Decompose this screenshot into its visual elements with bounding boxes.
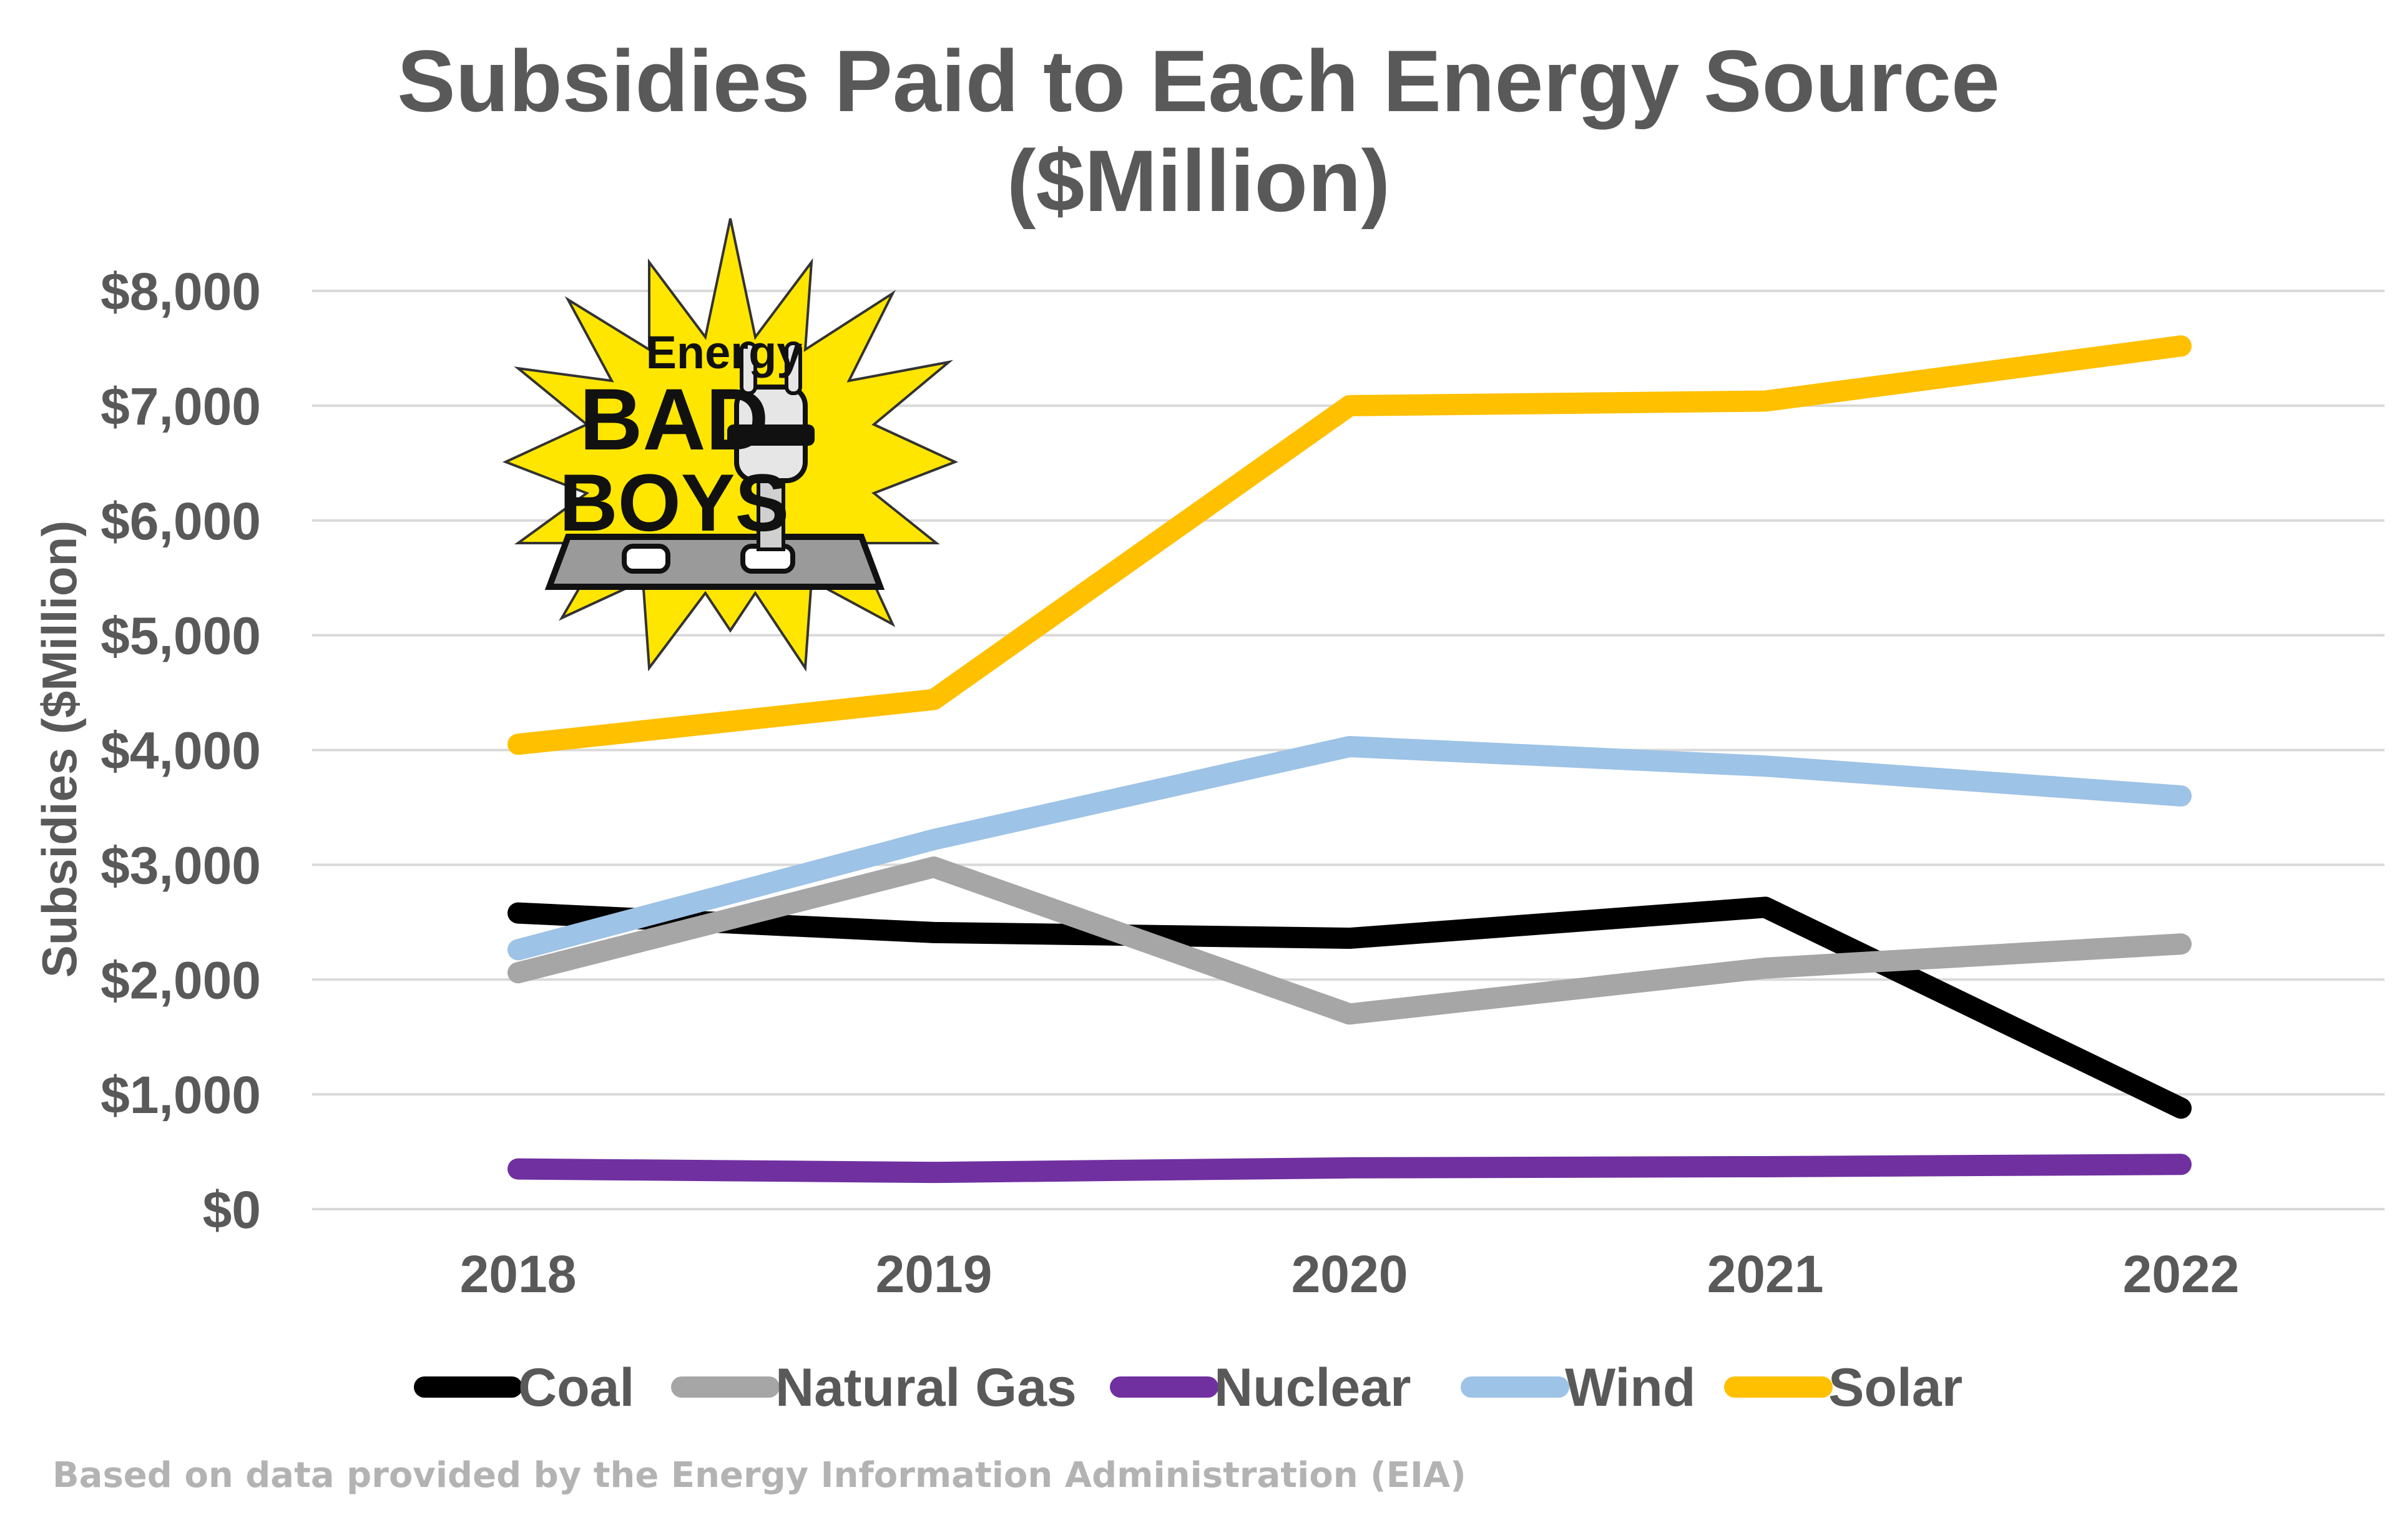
y-tick-label: $8,000 [100,262,261,321]
y-tick-label: $3,000 [100,836,261,895]
sunglasses-icon [727,424,815,446]
legend-label-coal: Coal [518,1358,634,1418]
legend-label-wind: Wind [1565,1358,1695,1418]
y-tick-label: $6,000 [100,492,261,551]
y-tick-label: $7,000 [100,377,261,436]
source-note: Based on data provided by the Energy Inf… [52,1455,1466,1496]
plug-prong-left-icon [622,544,670,574]
chart-title-line2: ($Million) [1007,132,1390,230]
x-tick-label: 2021 [1707,1245,1824,1303]
y-tick-label: $1,000 [100,1066,261,1124]
legend: Coal Natural Gas Nuclear Wind Solar [414,1358,1963,1418]
series-line-solar [507,335,2192,755]
series-line-natural-gas [507,856,2192,1025]
series-line-wind [507,735,2192,961]
plug-finger-right-icon [785,341,802,395]
legend-label-nuclear: Nuclear [1214,1358,1411,1418]
x-tick-label: 2020 [1292,1245,1408,1303]
y-tick-label: $2,000 [100,951,261,1009]
x-axis-ticks: 2018 2019 2020 2021 2022 [460,1245,2240,1303]
y-tick-label: $5,000 [100,607,261,665]
x-tick-label: 2019 [876,1245,993,1303]
logo-text-boys: BOYS [559,457,789,548]
series-line-coal [507,896,2192,1119]
chart-title-line1: Subsidies Paid to Each Energy Source [397,32,1999,130]
series-lines [507,335,2192,1184]
y-axis-label: Subsidies ($Million) [32,521,87,978]
legend-label-natural-gas: Natural Gas [775,1358,1077,1418]
series-line-nuclear [507,1154,2192,1184]
logo-text-bad: BAD [579,370,768,468]
x-tick-label: 2022 [2123,1245,2240,1303]
x-tick-label: 2018 [460,1245,577,1303]
legend-label-solar: Solar [1828,1358,1963,1418]
energy-bad-boys-logo: Energy BAD BOYS [502,218,959,672]
y-axis-ticks: $0 $1,000 $2,000 $3,000 $4,000 $5,000 $6,000 $7… [100,262,261,1239]
plug-finger-left-icon [740,341,757,395]
y-tick-label: $4,000 [100,722,261,780]
y-tick-label: $0 [203,1180,261,1239]
logo-text-energy: Energy [646,326,803,378]
